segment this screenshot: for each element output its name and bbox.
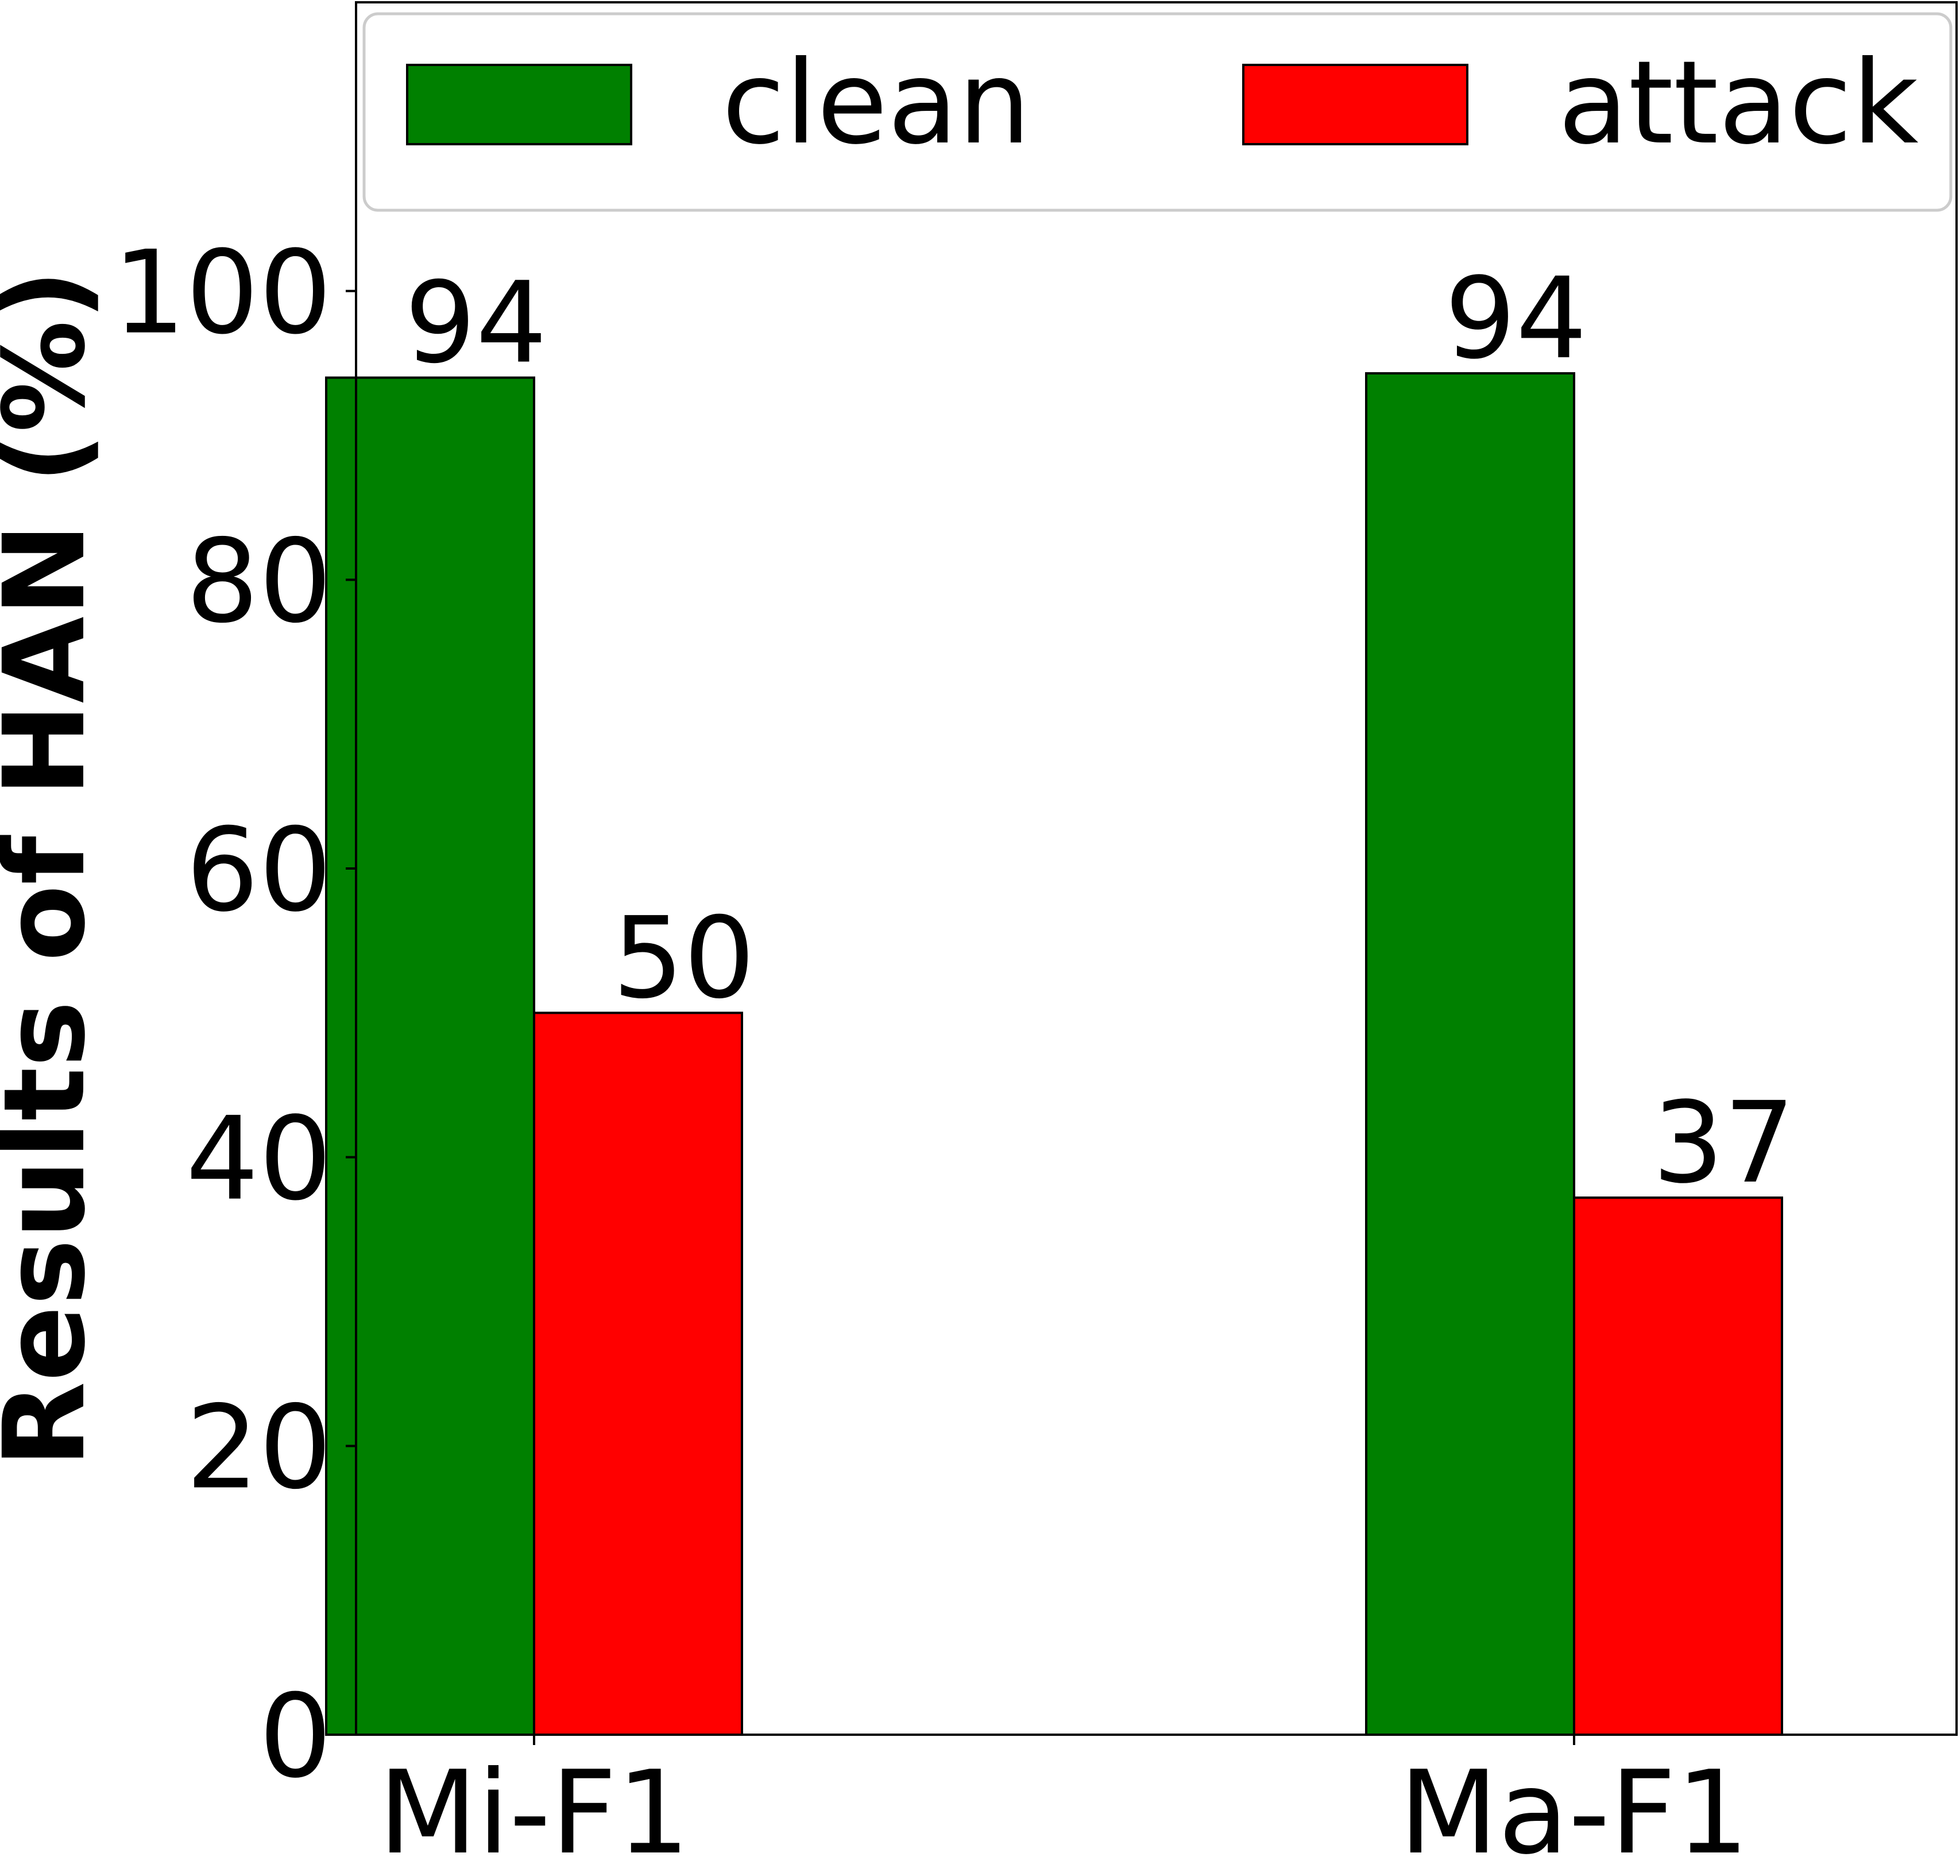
bar-attack-mi-f1 [533, 1012, 743, 1736]
y-axis-label-model: HAN [0, 523, 110, 797]
x-tick-label-mi-f1: Mi-F1 [378, 1746, 690, 1876]
bar-value-label-attack-mi-f1: 50 [613, 893, 755, 1023]
y-axis: 0 20 40 60 80 100 [113, 226, 356, 1804]
y-tick-label: 100 [113, 226, 332, 360]
x-tick-label-ma-f1: Ma-F1 [1399, 1746, 1749, 1876]
y-axis-label: Results of HAN (%) [0, 269, 110, 1468]
legend-swatch-attack [1242, 64, 1468, 145]
y-tick-label: 40 [186, 1093, 333, 1226]
x-axis: Mi-F1 Ma-F1 [378, 1735, 1749, 1876]
bar-value-label-clean-ma-f1: 94 [1445, 253, 1587, 384]
legend-label-attack: attack [1558, 36, 1919, 170]
legend-label-clean: clean [722, 36, 1031, 170]
y-tick-label: 60 [186, 804, 333, 937]
legend-swatch-clean [406, 64, 632, 145]
legend: clean attack [362, 12, 1953, 212]
plot-frame [355, 1, 1958, 1736]
bar-labels-group: 94 50 94 37 [405, 253, 1795, 1208]
bar-value-label-attack-ma-f1: 37 [1653, 1078, 1795, 1208]
y-axis-label-suffix: (%) [0, 269, 110, 523]
bars-group [325, 372, 1783, 1736]
y-tick-label: 20 [186, 1381, 333, 1515]
y-tick-label: 80 [186, 515, 333, 649]
bar-clean-mi-f1 [325, 376, 535, 1736]
bar-attack-ma-f1 [1573, 1196, 1783, 1736]
legend-box [362, 12, 1953, 212]
bar-clean-ma-f1 [1365, 372, 1575, 1736]
y-axis-label-prefix: Results of [0, 797, 110, 1468]
y-tick-label: 0 [259, 1670, 332, 1804]
bar-value-label-clean-mi-f1: 94 [405, 257, 547, 388]
